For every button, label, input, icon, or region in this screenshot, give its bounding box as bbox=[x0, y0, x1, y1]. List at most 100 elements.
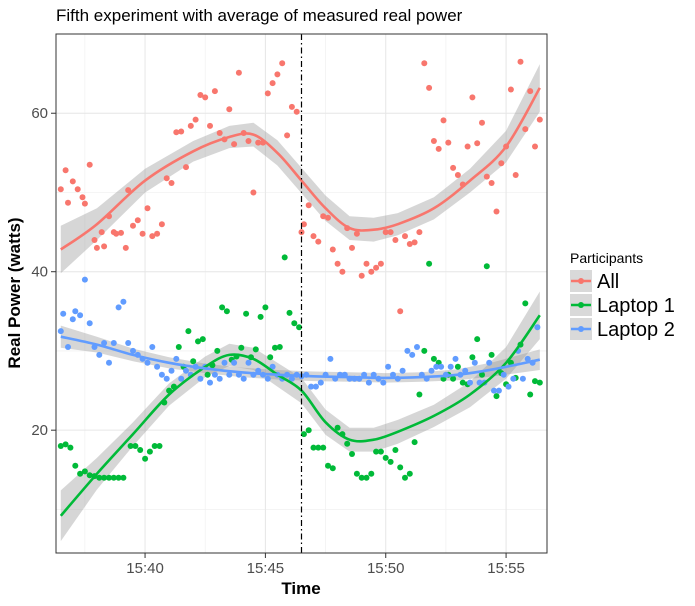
data-point-laptop-1 bbox=[363, 474, 370, 481]
data-point-laptop-2 bbox=[462, 367, 469, 374]
data-point-laptop-1 bbox=[115, 474, 122, 481]
data-point-laptop-2 bbox=[500, 371, 507, 378]
x-axis-label: Time bbox=[281, 579, 320, 598]
data-point-all bbox=[269, 80, 276, 87]
data-point-all bbox=[339, 268, 346, 275]
data-point-all bbox=[245, 138, 252, 144]
data-point-laptop-1 bbox=[459, 379, 466, 386]
data-point-all bbox=[187, 122, 194, 129]
data-points bbox=[57, 58, 543, 481]
data-point-laptop-1 bbox=[252, 346, 259, 353]
data-point-laptop-1 bbox=[411, 439, 418, 446]
data-point-all bbox=[305, 202, 312, 209]
data-point-all bbox=[334, 260, 341, 267]
data-point-laptop-2 bbox=[317, 379, 324, 386]
data-point-laptop-2 bbox=[510, 375, 517, 382]
data-point-all bbox=[288, 103, 295, 110]
data-point-laptop-1 bbox=[536, 379, 543, 386]
data-point-laptop-2 bbox=[264, 375, 271, 382]
data-point-all bbox=[274, 71, 281, 78]
data-point-laptop-1 bbox=[81, 468, 88, 475]
data-point-laptop-1 bbox=[156, 443, 163, 449]
data-point-all bbox=[488, 180, 495, 186]
data-point-all bbox=[231, 141, 238, 148]
data-point-laptop-2 bbox=[221, 359, 228, 366]
data-point-laptop-2 bbox=[505, 383, 512, 390]
data-point-all bbox=[284, 132, 291, 139]
data-point-laptop-1 bbox=[120, 474, 127, 481]
data-point-all bbox=[279, 60, 286, 67]
data-point-laptop-2 bbox=[404, 347, 411, 354]
data-point-laptop-1 bbox=[377, 448, 384, 455]
data-point-laptop-2 bbox=[211, 371, 218, 378]
data-point-laptop-1 bbox=[430, 355, 437, 362]
data-point-laptop-2 bbox=[269, 363, 276, 370]
data-point-all bbox=[479, 119, 485, 126]
data-point-laptop-2 bbox=[365, 379, 372, 386]
data-point-laptop-2 bbox=[486, 359, 493, 366]
legend-key-point bbox=[578, 278, 584, 284]
data-point-laptop-2 bbox=[380, 379, 387, 386]
data-point-laptop-2 bbox=[308, 383, 315, 390]
data-point-laptop-1 bbox=[416, 391, 423, 398]
data-point-laptop-1 bbox=[358, 474, 365, 481]
data-point-laptop-1 bbox=[142, 455, 149, 462]
data-point-all bbox=[81, 200, 88, 207]
trend-line-laptop-2 bbox=[60, 335, 541, 380]
data-point-laptop-1 bbox=[406, 470, 413, 477]
data-point-all bbox=[368, 268, 375, 275]
y-axis: 20 40 60 bbox=[31, 105, 56, 439]
data-point-laptop-2 bbox=[65, 344, 71, 350]
data-point-all bbox=[440, 117, 447, 124]
data-point-all bbox=[392, 237, 399, 243]
data-point-laptop-1 bbox=[483, 263, 490, 270]
data-point-laptop-1 bbox=[291, 320, 298, 327]
data-point-laptop-1 bbox=[368, 470, 375, 477]
data-point-all bbox=[216, 130, 223, 136]
data-point-laptop-1 bbox=[344, 440, 351, 447]
data-point-all bbox=[416, 229, 423, 236]
data-point-all bbox=[435, 145, 442, 152]
data-point-all bbox=[454, 172, 461, 178]
data-point-all bbox=[144, 205, 151, 212]
data-point-laptop-1 bbox=[522, 300, 529, 307]
data-point-laptop-2 bbox=[125, 340, 132, 346]
data-point-laptop-1 bbox=[86, 472, 93, 479]
data-point-all bbox=[406, 241, 413, 247]
data-point-all bbox=[250, 189, 257, 196]
y-tick-label: 60 bbox=[31, 105, 48, 122]
data-point-laptop-1 bbox=[185, 328, 192, 335]
data-point-all bbox=[512, 172, 519, 178]
data-point-laptop-1 bbox=[450, 375, 457, 382]
data-point-laptop-1 bbox=[110, 474, 117, 481]
data-point-all bbox=[377, 260, 384, 267]
x-tick-label: 15:55 bbox=[487, 560, 525, 577]
data-point-laptop-1 bbox=[175, 344, 182, 350]
data-point-laptop-1 bbox=[397, 464, 404, 471]
data-point-laptop-1 bbox=[223, 308, 230, 315]
data-point-laptop-1 bbox=[272, 344, 278, 351]
data-point-laptop-1 bbox=[67, 444, 74, 451]
data-point-laptop-2 bbox=[110, 340, 117, 346]
y-axis-label: Real Power (watts) bbox=[5, 217, 24, 368]
data-point-all bbox=[421, 60, 428, 67]
data-point-all bbox=[464, 143, 471, 150]
data-point-all bbox=[349, 244, 355, 251]
confidence-band-laptop-2 bbox=[60, 325, 540, 383]
data-point-all bbox=[125, 187, 132, 194]
data-point-laptop-1 bbox=[257, 313, 264, 320]
data-point-all bbox=[397, 308, 404, 315]
legend-label-laptop-1: Laptop 1 bbox=[597, 295, 675, 317]
data-point-all bbox=[255, 139, 262, 146]
data-point-all bbox=[517, 58, 524, 65]
data-point-all bbox=[57, 186, 64, 193]
data-point-all bbox=[373, 264, 380, 271]
data-point-laptop-2 bbox=[96, 351, 103, 358]
data-point-laptop-1 bbox=[238, 344, 245, 351]
data-point-all bbox=[69, 178, 76, 185]
data-point-all bbox=[197, 92, 204, 98]
trend-line-all bbox=[60, 87, 541, 251]
data-point-all bbox=[226, 106, 233, 113]
x-tick-label: 15:45 bbox=[247, 560, 285, 577]
